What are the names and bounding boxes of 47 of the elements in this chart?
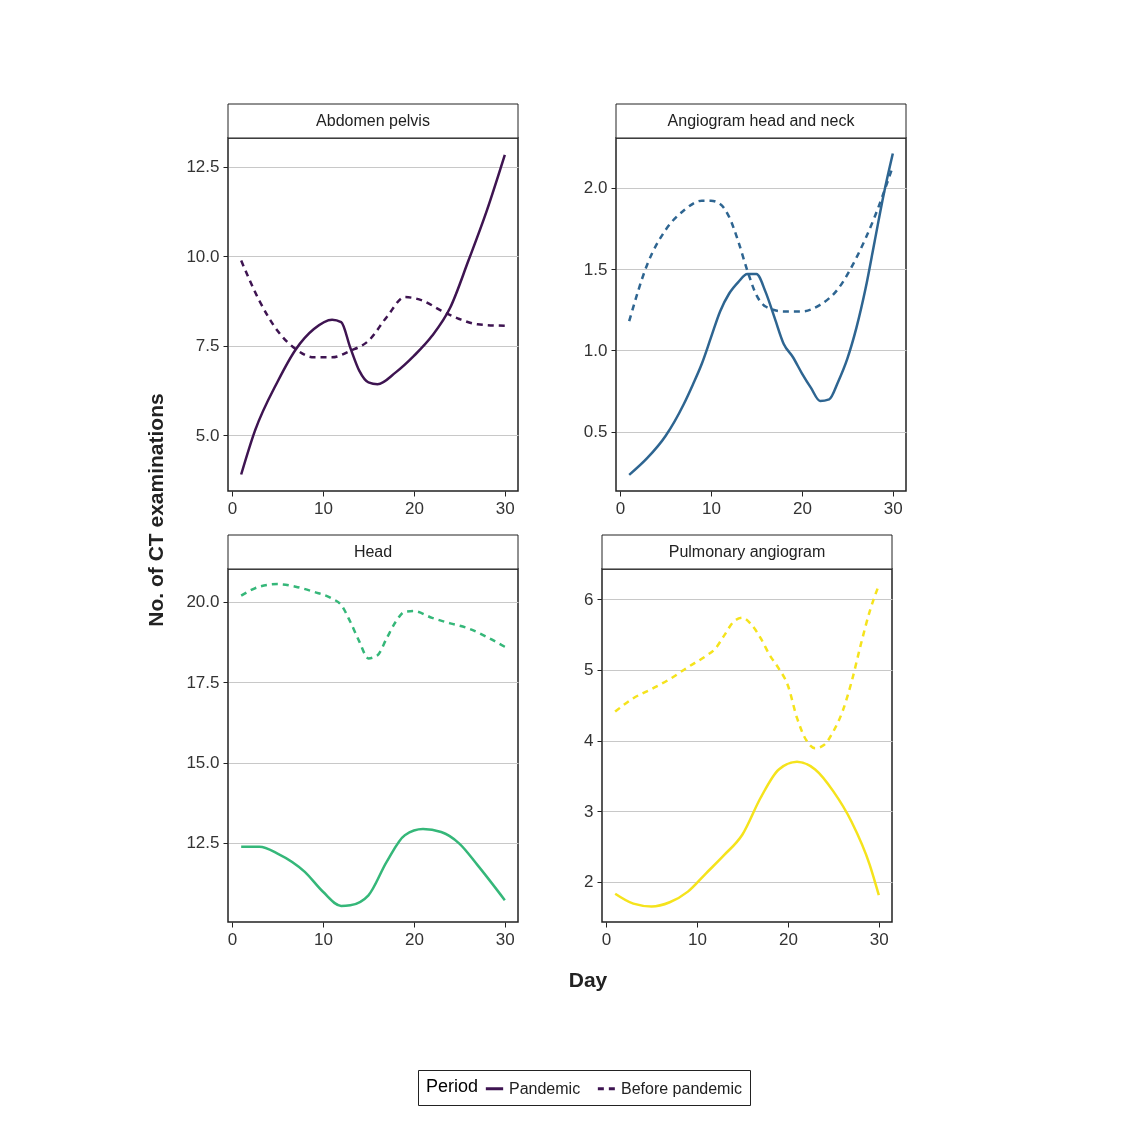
- line-series: [239, 153, 507, 476]
- x-tick-label: 20: [404, 498, 424, 518]
- legend-label: Before pandemic: [621, 1079, 742, 1097]
- x-tick-label: 20: [792, 498, 812, 518]
- y-tick-label: 3: [584, 801, 594, 821]
- y-tick-label: 7.5: [195, 336, 220, 356]
- x-tick-label: 20: [778, 929, 798, 949]
- y-tick-label: 1.0: [583, 340, 608, 360]
- chart-title: Abdomen pelvis: [316, 112, 430, 129]
- x-tick-label: 10: [688, 929, 707, 949]
- y-tick-label: 10.0: [186, 246, 220, 266]
- x-tick-label: 10: [314, 498, 333, 518]
- line-series: [627, 152, 895, 477]
- y-tick-label: 12.5: [186, 833, 220, 853]
- x-tick-label: 30: [869, 929, 889, 949]
- x-tick-label: 30: [495, 498, 515, 518]
- y-tick-label: 2: [584, 872, 594, 892]
- legend-title: Period: [426, 1076, 479, 1096]
- y-axis-title: No. of CT examinations: [144, 393, 168, 627]
- line-series: [239, 582, 507, 660]
- y-tick-label: 20.0: [186, 592, 220, 612]
- y-tick-label: 5: [584, 660, 594, 680]
- y-tick-label: 17.5: [186, 672, 220, 692]
- chart-title: Angiogram head and neck: [667, 112, 856, 129]
- x-tick-label: 0: [601, 929, 612, 949]
- x-tick-label: 0: [615, 498, 626, 518]
- chart-title: Head: [353, 543, 393, 560]
- y-tick-label: 5.0: [195, 425, 220, 445]
- x-axis-title: Day: [567, 968, 609, 992]
- y-tick-label: 0.5: [583, 422, 608, 442]
- y-tick-label: 12.5: [186, 157, 220, 177]
- line-series: [613, 760, 881, 908]
- y-tick-label: 1.5: [583, 259, 608, 279]
- legend-label: Pandemic: [509, 1079, 581, 1097]
- chart-title: Pulmonary angiogram: [668, 543, 826, 560]
- x-tick-label: 10: [314, 929, 333, 949]
- x-tick-label: 10: [702, 498, 721, 518]
- x-tick-label: 20: [404, 929, 424, 949]
- x-tick-label: 0: [227, 498, 238, 518]
- y-tick-label: 2.0: [583, 178, 608, 198]
- y-tick-label: 4: [584, 731, 594, 751]
- y-tick-label: 6: [584, 589, 594, 609]
- x-tick-label: 30: [883, 498, 903, 518]
- x-tick-label: 0: [227, 929, 238, 949]
- y-tick-label: 15.0: [186, 753, 220, 773]
- x-tick-label: 30: [495, 929, 515, 949]
- line-series: [239, 827, 507, 908]
